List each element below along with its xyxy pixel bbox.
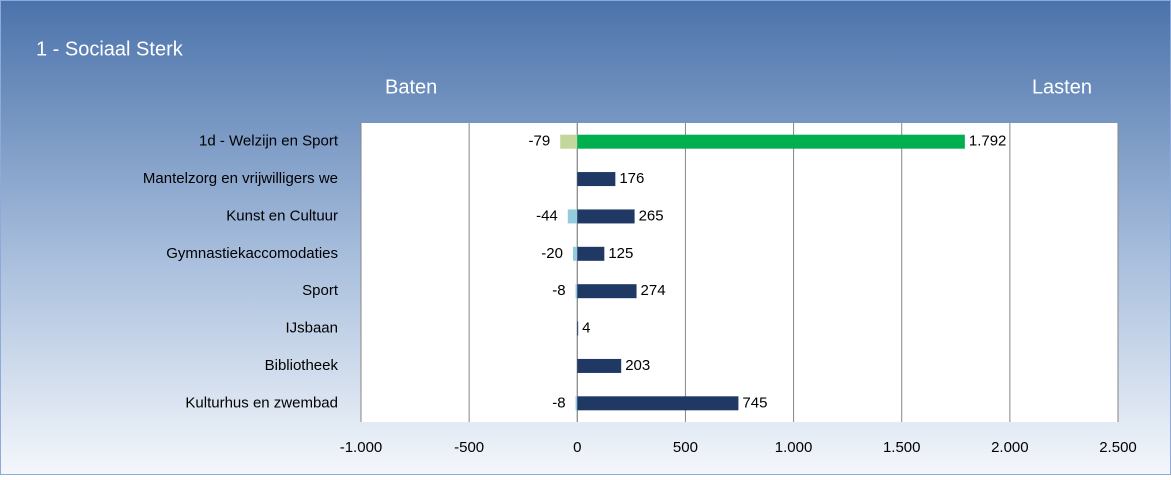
x-tick-label: 500 xyxy=(673,439,698,456)
data-label: 203 xyxy=(625,357,650,374)
data-label: 4 xyxy=(582,320,590,337)
bar xyxy=(577,358,622,373)
data-label: -44 xyxy=(536,207,558,224)
x-tick-label: 2.500 xyxy=(1099,439,1137,456)
plot-area xyxy=(361,123,1118,422)
x-tick-label: 2.000 xyxy=(991,439,1029,456)
series-header: Lasten xyxy=(1032,76,1092,98)
y-tick-label: Bibliotheek xyxy=(265,357,339,374)
data-label: 745 xyxy=(742,394,767,411)
bar xyxy=(577,172,616,187)
y-tick-label: IJsbaan xyxy=(285,320,338,337)
data-label: -20 xyxy=(541,245,563,262)
data-label: 265 xyxy=(639,207,664,224)
x-tick-label: -1.000 xyxy=(340,439,383,456)
bar xyxy=(567,209,578,224)
bar xyxy=(575,396,578,411)
data-label: -8 xyxy=(552,394,565,411)
y-tick-label: Kunst en Cultuur xyxy=(226,207,338,224)
x-tick-label: -500 xyxy=(454,439,484,456)
y-tick-label: Gymnastiekaccomodaties xyxy=(166,245,338,262)
y-tick-label: 1d - Welzijn en Sport xyxy=(199,133,339,150)
data-label: 125 xyxy=(608,245,633,262)
bar xyxy=(577,134,965,149)
x-tick-label: 0 xyxy=(573,439,581,456)
data-label: 176 xyxy=(619,170,644,187)
bar xyxy=(575,284,578,299)
x-tick-label: 1.500 xyxy=(883,439,921,456)
bar xyxy=(577,396,739,411)
bar xyxy=(572,246,578,261)
data-label: -79 xyxy=(529,133,551,150)
chart-title: 1 - Sociaal Sterk xyxy=(36,38,184,60)
series-header: Baten xyxy=(385,76,437,98)
y-tick-label: Sport xyxy=(302,282,339,299)
y-tick-label: Mantelzorg en vrijwilligers we xyxy=(143,170,338,187)
bar xyxy=(577,209,635,224)
y-tick-label: Kulturhus en zwembad xyxy=(185,394,338,411)
bar xyxy=(577,246,605,261)
bar xyxy=(577,284,637,299)
data-label: -8 xyxy=(552,282,565,299)
bar xyxy=(560,134,578,149)
bar xyxy=(577,321,579,336)
x-tick-label: 1.000 xyxy=(775,439,813,456)
data-label: 274 xyxy=(641,282,666,299)
data-label: 1.792 xyxy=(969,133,1007,150)
